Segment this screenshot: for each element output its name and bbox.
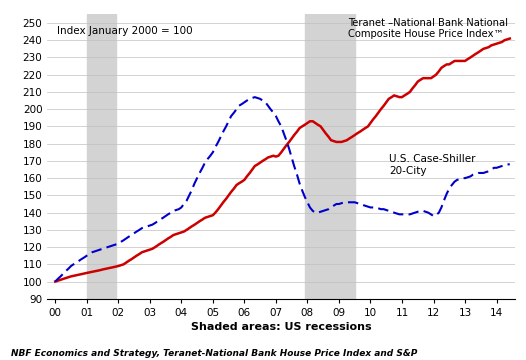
Bar [87, 14, 116, 299]
Text: Index January 2000 = 100: Index January 2000 = 100 [57, 27, 193, 36]
Bar [305, 14, 355, 299]
Text: U.S. Case-Shiller
20-City: U.S. Case-Shiller 20-City [389, 154, 476, 176]
X-axis label: Shaded areas: US recessions: Shaded areas: US recessions [191, 322, 372, 332]
Text: NBF Economics and Strategy, Teranet-National Bank House Price Index and S&P: NBF Economics and Strategy, Teranet-Nati… [11, 349, 417, 358]
Text: Teranet –National Bank National
Composite House Price Index™: Teranet –National Bank National Composit… [348, 18, 509, 40]
